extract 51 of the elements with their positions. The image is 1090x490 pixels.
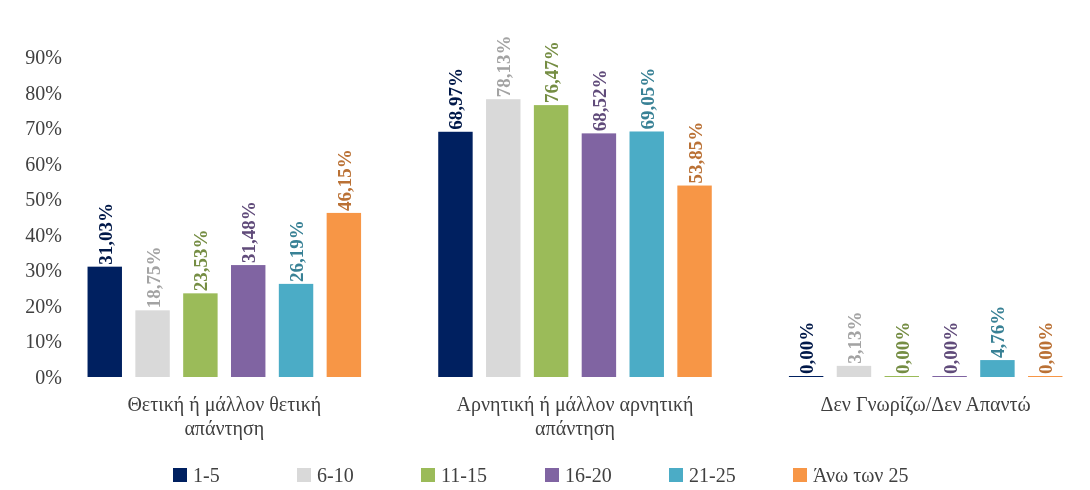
bar <box>581 133 617 377</box>
bar <box>135 310 170 377</box>
data-label: 76,47% <box>541 41 563 104</box>
data-label: 78,13% <box>493 35 515 98</box>
bar <box>278 283 314 377</box>
bar <box>533 105 569 377</box>
bar <box>438 131 473 377</box>
data-label: 3,13% <box>843 311 865 364</box>
data-label: 68,97% <box>445 68 467 130</box>
legend-label: Άνω των 25 <box>813 464 909 486</box>
y-tick-label: 50% <box>25 188 62 211</box>
y-tick-label: 80% <box>25 81 62 104</box>
x-tick-label: Αρνητική ή μάλλον αρνητική απάντηση <box>456 393 694 440</box>
data-label: 68,52% <box>588 69 610 132</box>
y-tick-label: 10% <box>25 330 62 353</box>
bar <box>836 365 872 377</box>
data-label: 31,03% <box>94 202 116 265</box>
legend-label: 1-5 <box>193 464 220 486</box>
bar <box>980 360 1015 377</box>
bar <box>486 99 521 377</box>
data-label: 4,76% <box>987 305 1009 359</box>
x-tick-label: Θετική ή μάλλον θετική απάντηση <box>127 393 322 440</box>
y-tick-label: 70% <box>25 117 62 140</box>
y-tick-label: 60% <box>25 152 62 175</box>
bar <box>231 265 266 377</box>
data-label: 0,00% <box>796 321 818 374</box>
data-label: 23,53% <box>190 229 212 292</box>
legend-label: 21-25 <box>689 464 736 486</box>
y-tick-label: 90% <box>25 46 62 68</box>
data-label: 18,75% <box>142 246 164 309</box>
y-tick-label: 0% <box>35 366 62 388</box>
data-label: 46,15% <box>333 149 355 211</box>
bar <box>183 293 218 377</box>
x-tick-label: Δεν Γνωρίζω/Δεν Απαντώ <box>820 393 1031 416</box>
data-label: 0,00% <box>939 321 961 374</box>
data-label: 0,00% <box>891 321 913 374</box>
y-tick-label: 20% <box>25 294 62 317</box>
bar <box>677 185 712 377</box>
data-label: 69,05% <box>636 67 658 130</box>
y-tick-label: 40% <box>25 223 62 246</box>
data-label: 31,48% <box>238 201 260 264</box>
legend-label: 16-20 <box>565 464 612 486</box>
legend-label: 6-10 <box>317 464 354 486</box>
legend-label: 11-15 <box>441 464 487 486</box>
data-label: 26,19% <box>286 220 308 282</box>
y-tick-label: 30% <box>25 259 62 282</box>
data-label: 0,00% <box>1035 321 1057 374</box>
bar <box>629 131 664 377</box>
bar <box>326 212 362 377</box>
bar <box>87 266 122 377</box>
data-label: 53,85% <box>684 121 706 184</box>
